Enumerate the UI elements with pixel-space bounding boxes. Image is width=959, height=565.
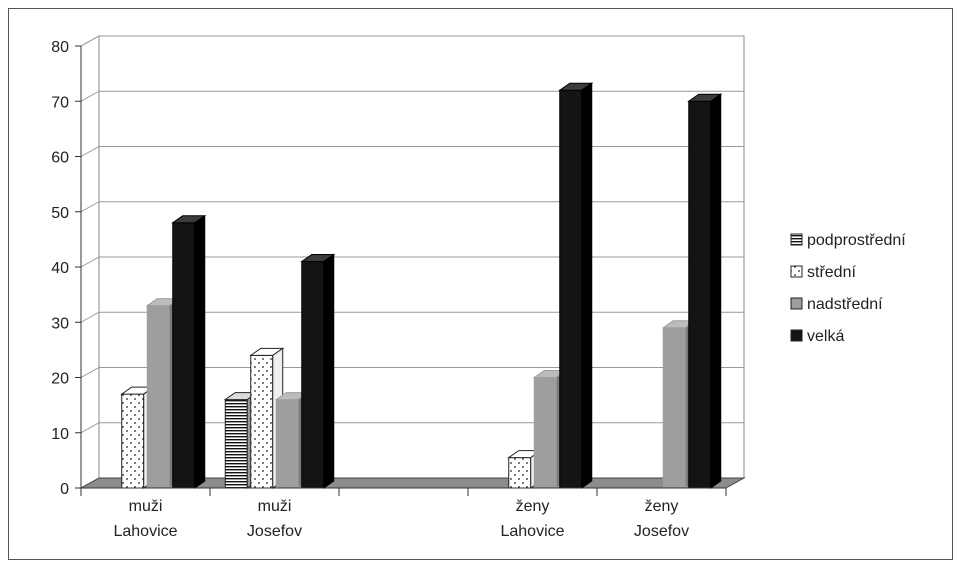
x-category-label: ženy [516,498,550,515]
legend-label: podprostřední [807,232,906,249]
bar [687,93,723,489]
gridline [80,422,744,434]
bar-front [301,260,325,489]
bar-front [662,327,686,489]
bar-front [559,89,583,489]
bar-front [146,305,170,489]
bar-front [508,457,532,489]
y-tick-label: 60 [51,150,69,167]
x-category-label: Josefov [247,523,302,540]
x-category-label: ženy [645,498,679,515]
legend-swatch [790,329,803,342]
chart-frame: 0 10 20 30 40 50 60 70 80 muži Lahovice muži Josefov… [8,8,953,560]
gridline [80,90,744,102]
y-tick-label: 20 [51,371,69,388]
y-tick-label: 30 [51,315,69,332]
gridline [80,256,744,268]
bar-front [250,354,274,489]
legend-swatch [790,233,803,246]
bar-front [533,377,557,489]
bar-chart: 0 10 20 30 40 50 60 70 80 muži Lahovice muži Josefov… [51,35,906,540]
legend-label: střední [807,264,856,281]
bar-front [172,222,196,489]
bar-front [224,399,248,489]
x-category-label: muži [258,498,292,515]
legend-swatch [790,297,803,310]
x-category-label: Lahovice [113,523,177,540]
bar-side [323,253,335,489]
legend-label: velká [807,328,844,345]
bar-front [121,393,145,489]
x-category-label: Lahovice [500,523,564,540]
y-tick-label: 40 [51,260,69,277]
legend-label: nadstřední [807,296,883,313]
gridline [80,146,744,157]
y-tick-label: 50 [51,205,69,222]
gridline [80,35,744,47]
bar [171,214,207,489]
x-category-label: Josefov [634,523,689,540]
gridline [80,201,744,213]
y-tick-label: 80 [51,39,69,56]
y-tick-label: 10 [51,426,69,443]
bar [300,253,336,489]
bar-front [688,100,712,489]
gridline [80,367,744,378]
bar-side [194,214,206,489]
x-category-label: muži [129,498,163,515]
bar [558,82,594,489]
y-tick-label: 0 [60,481,69,498]
bar-side [710,93,722,489]
gridline [80,311,744,323]
y-tick-label: 70 [51,94,69,111]
bar-front [275,399,299,489]
legend-swatch [790,265,803,278]
bar-side [581,82,593,489]
